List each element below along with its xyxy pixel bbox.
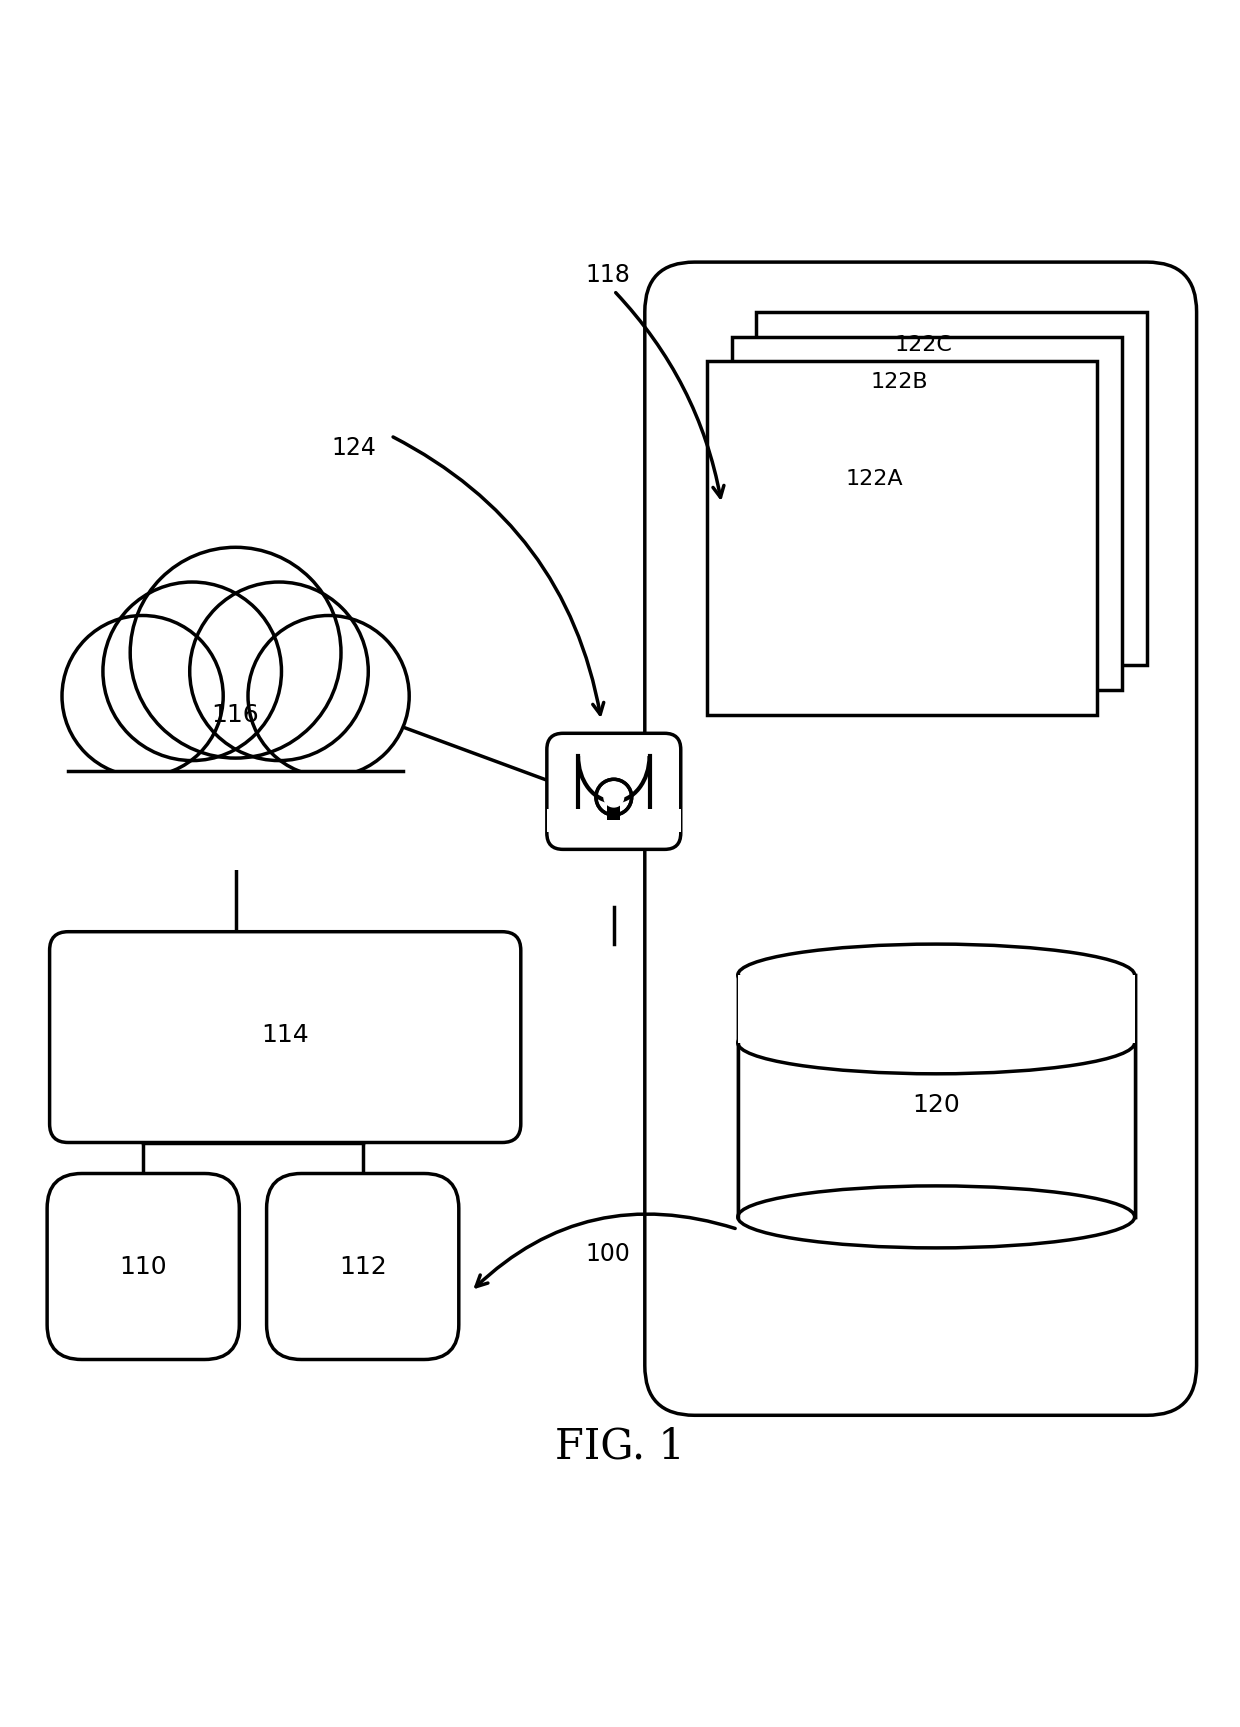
Text: 110: 110 <box>119 1254 166 1278</box>
Text: 118: 118 <box>585 263 630 287</box>
Text: 122A: 122A <box>846 470 903 489</box>
Text: FIG. 1: FIG. 1 <box>556 1425 684 1468</box>
Circle shape <box>62 615 223 777</box>
Text: 112: 112 <box>340 1254 387 1278</box>
FancyBboxPatch shape <box>267 1174 459 1359</box>
Text: 122C: 122C <box>895 335 952 356</box>
Circle shape <box>248 615 409 777</box>
FancyBboxPatch shape <box>547 734 681 850</box>
FancyBboxPatch shape <box>50 931 521 1143</box>
Text: 120: 120 <box>913 1093 960 1117</box>
Text: 114: 114 <box>262 1022 309 1047</box>
FancyBboxPatch shape <box>645 263 1197 1416</box>
Bar <box>756 311 1147 665</box>
Ellipse shape <box>738 1186 1135 1249</box>
Circle shape <box>190 582 368 760</box>
Bar <box>43 770 428 870</box>
Text: 100: 100 <box>585 1242 630 1266</box>
FancyBboxPatch shape <box>47 1174 239 1359</box>
Text: 122B: 122B <box>870 373 928 392</box>
Bar <box>68 758 403 832</box>
Bar <box>738 976 1135 1043</box>
Ellipse shape <box>738 1012 1135 1074</box>
Text: 116: 116 <box>212 703 259 727</box>
Ellipse shape <box>738 945 1135 1007</box>
Circle shape <box>604 788 624 807</box>
Bar <box>547 808 681 832</box>
Bar <box>732 337 1122 689</box>
Bar <box>738 976 1135 1218</box>
Circle shape <box>130 547 341 758</box>
Bar <box>608 798 620 820</box>
Circle shape <box>103 582 281 760</box>
Bar <box>707 361 1097 715</box>
Text: 124: 124 <box>331 437 376 459</box>
